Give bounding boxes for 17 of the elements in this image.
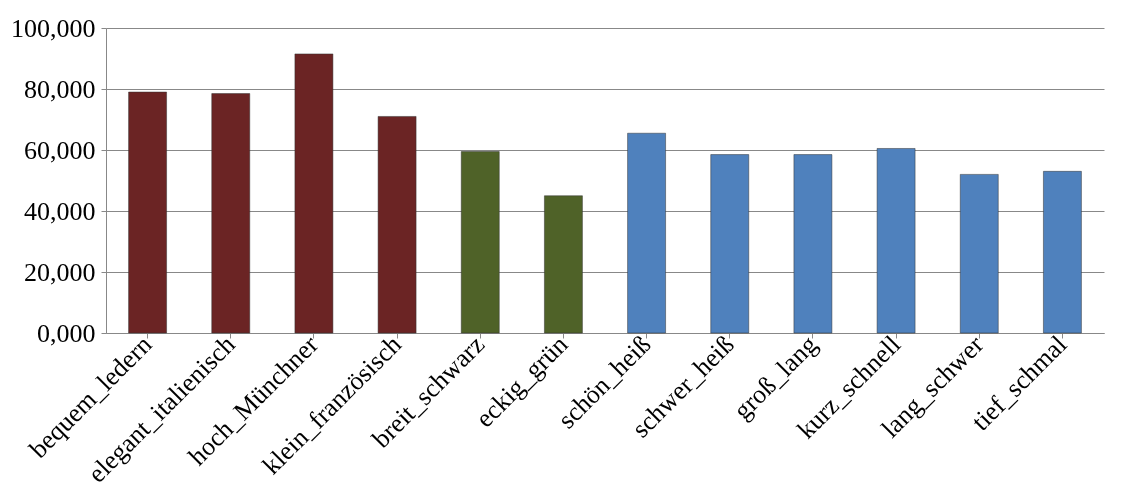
bar (876, 148, 916, 334)
y-tick-label: 20,000 (24, 257, 96, 287)
bar (710, 154, 749, 334)
y-tick-label: 80,000 (24, 74, 96, 104)
bar (211, 93, 250, 334)
bar (627, 132, 666, 334)
y-tick-label: 100,000 (11, 13, 96, 43)
y-tick-label: 60,000 (24, 135, 96, 165)
bar (793, 154, 833, 334)
bar (960, 174, 999, 334)
bar (377, 116, 417, 334)
bar (128, 91, 167, 334)
bar (544, 195, 583, 334)
bar (1043, 171, 1082, 334)
y-tick-label: 40,000 (24, 196, 96, 226)
bar (294, 53, 334, 334)
bar (461, 151, 500, 334)
